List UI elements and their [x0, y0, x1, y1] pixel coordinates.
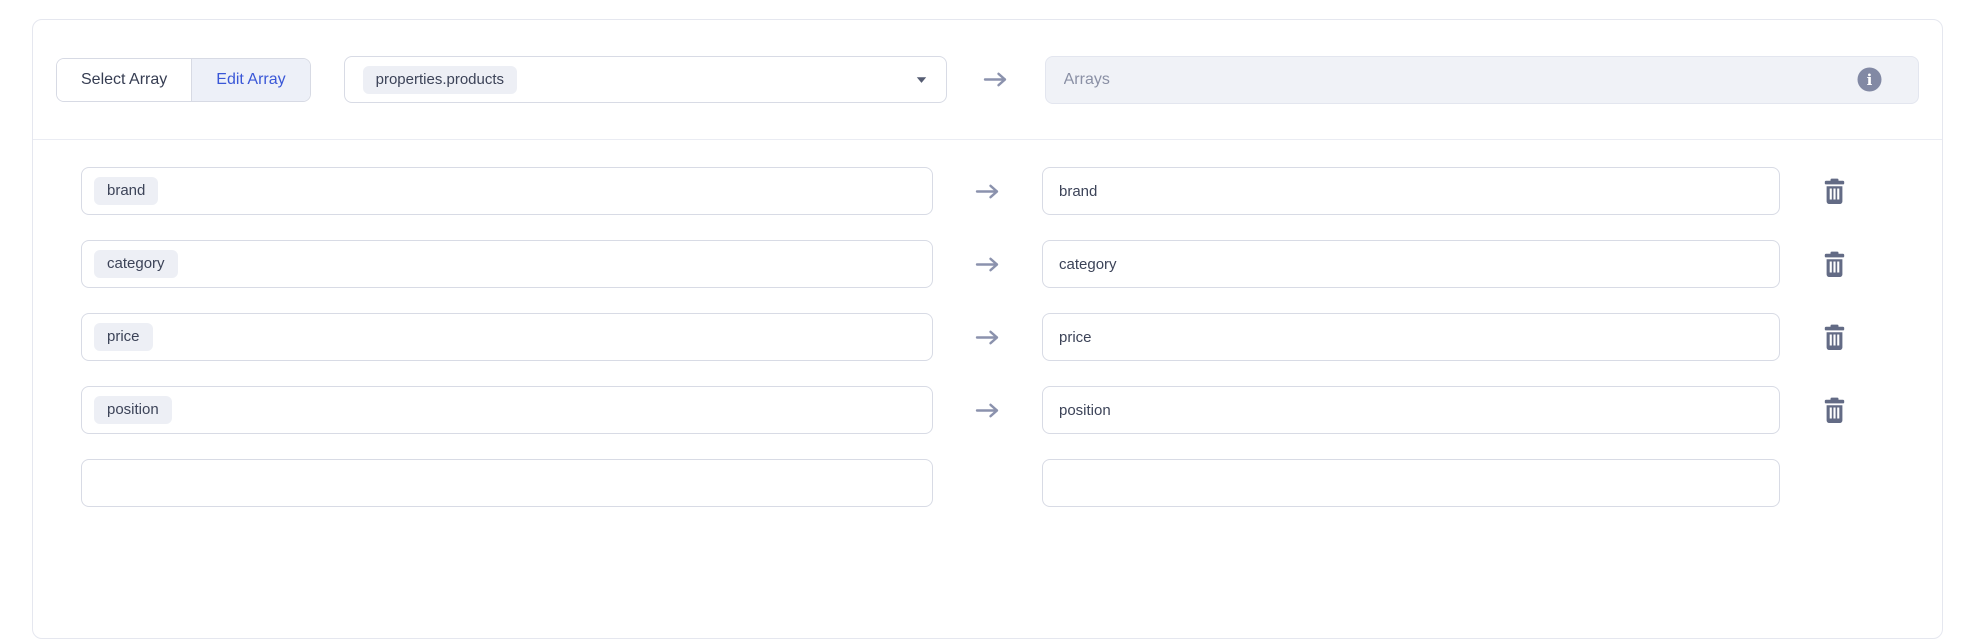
mapping-row: category — [81, 240, 1942, 288]
arrow-right-icon — [933, 329, 1042, 346]
target-name-input[interactable] — [1042, 240, 1780, 288]
source-field[interactable]: brand — [81, 167, 933, 215]
arrays-name-field: i — [1044, 55, 1919, 104]
toolbar-arrow-cell — [947, 71, 1045, 88]
delete-row-button[interactable] — [1822, 178, 1847, 205]
source-key-chip: brand — [94, 177, 159, 205]
delete-row-button[interactable] — [1822, 397, 1847, 424]
array-mode-toggle: Select Array Edit Array — [56, 57, 311, 102]
mapping-row: brand — [81, 167, 1942, 215]
mapping-row: price — [81, 313, 1942, 361]
source-key-chip: position — [94, 396, 172, 424]
arrow-right-icon — [933, 183, 1042, 200]
info-icon[interactable]: i — [1857, 67, 1882, 92]
mapping-row: position — [81, 386, 1942, 434]
mapping-row-partial — [81, 459, 1942, 507]
source-field[interactable]: price — [81, 313, 933, 361]
arrow-right-icon — [933, 402, 1042, 419]
target-name-input[interactable] — [1042, 167, 1780, 215]
delete-row-button[interactable] — [1822, 251, 1847, 278]
source-field[interactable]: position — [81, 386, 933, 434]
source-key-chip: price — [94, 323, 153, 351]
array-path-dropdown[interactable]: properties.products — [343, 56, 947, 103]
array-toolbar: Select Array Edit Array properties.produ… — [33, 20, 1942, 140]
arrow-right-icon — [933, 256, 1042, 273]
arrays-name-input[interactable] — [1063, 70, 1857, 89]
edit-array-button[interactable]: Edit Array — [191, 58, 310, 101]
trash-icon — [1822, 251, 1847, 278]
trash-icon — [1822, 178, 1847, 205]
svg-text:i: i — [1867, 71, 1873, 89]
target-name-input[interactable] — [1042, 386, 1780, 434]
array-mapping-card: Select Array Edit Array properties.produ… — [32, 19, 1943, 639]
caret-down-icon — [916, 76, 927, 83]
source-field[interactable]: category — [81, 240, 933, 288]
arrow-right-icon — [983, 71, 1009, 88]
delete-row-button[interactable] — [1822, 324, 1847, 351]
selected-array-chip: properties.products — [362, 65, 518, 94]
target-name-input[interactable] — [1042, 313, 1780, 361]
select-array-button[interactable]: Select Array — [57, 58, 192, 101]
source-field[interactable] — [81, 459, 933, 507]
trash-icon — [1822, 397, 1847, 424]
target-name-input[interactable] — [1042, 459, 1780, 507]
mapping-rows: brand — [33, 140, 1942, 507]
source-key-chip: category — [94, 250, 178, 278]
trash-icon — [1822, 324, 1847, 351]
